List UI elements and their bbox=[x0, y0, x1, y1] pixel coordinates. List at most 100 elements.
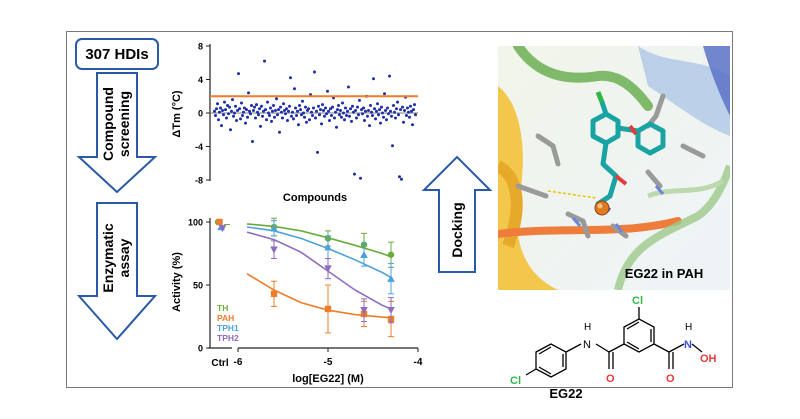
scatter-point bbox=[262, 109, 265, 113]
scatter-point bbox=[278, 130, 281, 134]
scatter-point bbox=[357, 113, 360, 117]
scatter-point bbox=[269, 106, 272, 110]
scatter-point bbox=[362, 106, 365, 110]
helix-blue-edge bbox=[703, 46, 730, 116]
scatter-point bbox=[225, 116, 228, 120]
scatter-point bbox=[363, 119, 366, 122]
point-tph1 bbox=[270, 224, 278, 232]
scatter-point bbox=[287, 109, 290, 113]
scatter-point bbox=[391, 144, 394, 148]
scatter-point bbox=[217, 118, 220, 122]
assay-label-line2: assay bbox=[116, 238, 132, 277]
scatter-point bbox=[400, 177, 403, 181]
scatter-point bbox=[355, 116, 358, 120]
docking-pose-panel: EG22 in PAH bbox=[498, 46, 730, 290]
scatter-point bbox=[383, 92, 386, 96]
scatter-y-label: ΔTm (°C) bbox=[171, 90, 183, 137]
scatter-point bbox=[352, 110, 355, 114]
scatter-point bbox=[346, 109, 349, 113]
scatter-point bbox=[388, 74, 391, 78]
scatter-point bbox=[240, 101, 243, 105]
iron-highlight bbox=[597, 203, 603, 209]
scatter-point bbox=[216, 102, 219, 106]
dose-y-ticks: 100 50 0 bbox=[188, 218, 210, 354]
dose-x-tick-label: -5 bbox=[324, 357, 333, 368]
point-tph2 bbox=[270, 246, 278, 254]
dose-x-label: log[EG22] (M) bbox=[292, 373, 364, 385]
scatter-point bbox=[313, 70, 316, 74]
loop-green-lower bbox=[614, 164, 730, 290]
scatter-point bbox=[394, 116, 397, 120]
scatter-point bbox=[297, 123, 300, 127]
point-th bbox=[387, 251, 395, 258]
scatter-point bbox=[263, 59, 266, 63]
scatter-point bbox=[248, 109, 251, 113]
scatter-point bbox=[223, 100, 226, 104]
scatter-point bbox=[307, 107, 310, 111]
scatter-point bbox=[290, 114, 293, 118]
scatter-point bbox=[249, 112, 252, 116]
dose-y-tick-label: 100 bbox=[188, 218, 203, 228]
scatter-point bbox=[275, 97, 278, 101]
scatter-point bbox=[360, 108, 363, 112]
scatter-point bbox=[246, 115, 249, 119]
scatter-point bbox=[350, 119, 353, 123]
point-tph2 bbox=[360, 307, 368, 314]
scatter-point bbox=[234, 104, 237, 108]
scatter-point bbox=[245, 108, 248, 112]
scatter-point bbox=[274, 109, 277, 112]
scatter-point bbox=[254, 116, 257, 120]
scatter-y-tick-label: 8 bbox=[198, 42, 203, 52]
scatter-point bbox=[220, 124, 223, 128]
scatter-point bbox=[279, 105, 282, 109]
scatter-point bbox=[349, 107, 352, 111]
scatter-point bbox=[385, 118, 388, 122]
point-pah bbox=[324, 305, 332, 313]
scatter-point bbox=[375, 109, 378, 113]
dose-x-tick-label: -6 bbox=[234, 357, 243, 368]
thermal-shift-scatter: 8 4 0 -4 -8 Compounds ΔTm (°C) bbox=[171, 42, 418, 204]
structure-cl-bottom: Cl bbox=[510, 375, 521, 387]
scatter-y-ticks: 8 4 0 -4 -8 bbox=[195, 42, 210, 186]
dose-x-ticks: -6 -5 -4 bbox=[234, 348, 423, 368]
scatter-point bbox=[261, 114, 264, 118]
point-pah bbox=[270, 290, 278, 298]
scatter-point bbox=[214, 114, 217, 117]
scatter-point bbox=[265, 118, 268, 122]
scatter-point bbox=[303, 115, 306, 119]
structure-cl-top: Cl bbox=[632, 295, 643, 307]
scatter-point bbox=[331, 105, 334, 109]
scatter-point bbox=[378, 108, 381, 112]
scatter-point bbox=[401, 105, 404, 109]
screening-label-line1: Compound bbox=[100, 87, 116, 161]
scatter-point bbox=[247, 91, 250, 95]
scatter-point bbox=[244, 121, 247, 125]
scatter-point bbox=[311, 114, 314, 117]
docking-pose-illustration: EG22 in PAH bbox=[498, 46, 730, 290]
scatter-point bbox=[227, 112, 230, 116]
scatter-point bbox=[402, 120, 405, 124]
scatter-point bbox=[364, 109, 367, 113]
scatter-point bbox=[258, 107, 261, 111]
scatter-point bbox=[299, 108, 302, 112]
structure-h-hydroxamic: H bbox=[685, 322, 692, 333]
assay-arrow bbox=[76, 202, 158, 341]
scatter-point bbox=[288, 104, 291, 108]
scatter-point bbox=[253, 105, 256, 109]
scatter-point bbox=[315, 109, 318, 113]
scatter-point bbox=[305, 120, 308, 124]
scatter-point bbox=[259, 124, 262, 128]
scatter-point bbox=[293, 87, 296, 91]
scatter-point bbox=[408, 115, 411, 119]
scatter-point bbox=[291, 110, 294, 114]
scatter-point bbox=[224, 108, 227, 112]
loop-green-upper bbox=[513, 46, 653, 111]
scatter-point bbox=[354, 109, 357, 112]
scatter-point bbox=[410, 109, 413, 113]
scatter-point bbox=[369, 104, 372, 107]
dose-y-tick-label: 0 bbox=[198, 344, 203, 354]
scatter-point bbox=[271, 109, 274, 113]
